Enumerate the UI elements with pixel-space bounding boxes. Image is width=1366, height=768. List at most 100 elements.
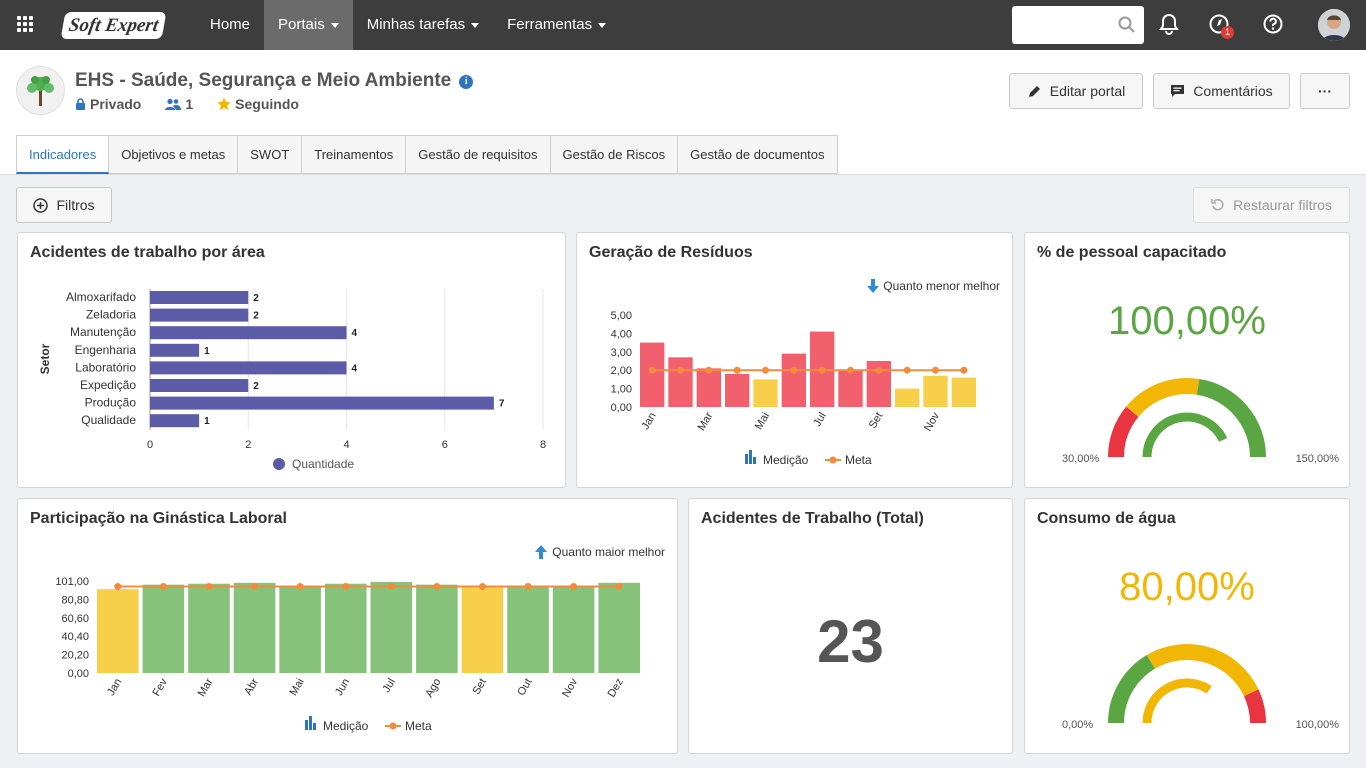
y-axis-label: Setor: [38, 343, 52, 374]
chevron-down-icon: [471, 22, 480, 28]
bar: [150, 361, 347, 375]
x-tick-label: Jan: [639, 411, 658, 432]
tab-indicadores[interactable]: Indicadores: [16, 135, 110, 174]
gauge-band: [1196, 378, 1266, 458]
gauge-band: [1108, 406, 1139, 458]
members-count[interactable]: 1: [165, 96, 193, 112]
nav-portais-label: Portais: [278, 16, 325, 33]
x-tick-label: Jul: [380, 677, 397, 695]
user-avatar[interactable]: [1318, 9, 1350, 41]
legend-label: Meta: [845, 453, 872, 467]
legend-medicao-icon: [749, 450, 752, 464]
y-tick-label: Engenharia: [75, 343, 137, 357]
meta-point: [159, 582, 167, 590]
bar: [370, 581, 413, 673]
x-tick-label: 4: [343, 439, 349, 451]
restore-filters-button[interactable]: Restaurar filtros: [1193, 187, 1350, 223]
info-icon[interactable]: i: [459, 75, 474, 89]
search-icon[interactable]: [1118, 16, 1136, 34]
more-options-button[interactable]: ···: [1300, 73, 1350, 109]
softexpert-logo[interactable]: Soft Expert: [60, 12, 167, 39]
x-tick-label: Mar: [696, 410, 716, 433]
tab-gestao-riscos[interactable]: Gestão de Riscos: [550, 135, 679, 174]
search-input[interactable]: [1012, 6, 1144, 44]
y-tick-label: 0,00: [611, 402, 632, 414]
trend-hint-label: Quanto maior melhor: [552, 545, 665, 559]
x-tick-label: 2: [245, 439, 251, 451]
meta-point: [903, 366, 911, 374]
card-acidentes-total: Acidentes de Trabalho (Total) 23: [688, 498, 1013, 754]
nav-portais[interactable]: Portais: [264, 0, 353, 50]
y-tick-label: 20,20: [61, 650, 89, 662]
y-tick-label: 2,00: [611, 365, 632, 377]
gauge-chart: 30,00% 150,00%: [1062, 378, 1340, 465]
star-icon: [217, 97, 231, 111]
legend-label: Quantidade: [292, 457, 354, 471]
trend-hint: Quanto maior melhor: [534, 545, 665, 559]
data-label: 2: [253, 381, 259, 392]
edit-portal-label: Editar portal: [1049, 83, 1126, 99]
compass-icon[interactable]: [1208, 13, 1230, 35]
tab-treinamentos[interactable]: Treinamentos: [302, 135, 407, 174]
gauge-band: [1126, 378, 1200, 418]
portal-tabs: Indicadores Objetivos e metas SWOT Trein…: [16, 135, 838, 174]
trend-hint-label: Quanto menor melhor: [883, 279, 1000, 293]
legend-medicao-icon: [753, 457, 756, 464]
privacy-label: Privado: [90, 96, 142, 112]
bar: [150, 308, 249, 322]
portal-header: EHS - Saúde, Segurança e Meio Ambiente i …: [0, 50, 1366, 175]
meta-point: [847, 366, 854, 374]
bar: [324, 583, 367, 673]
y-tick-label: 0,00: [68, 668, 89, 680]
x-tick-label: Mar: [196, 676, 216, 699]
y-tick-label: 40,40: [61, 631, 89, 643]
bar: [233, 582, 276, 673]
help-icon[interactable]: [1262, 13, 1284, 35]
kpi-value: 100,00%: [1108, 299, 1266, 343]
gauge-max-label: 150,00%: [1296, 453, 1340, 465]
legend-label: Meta: [405, 719, 432, 733]
filters-button[interactable]: Filtros: [16, 187, 112, 223]
x-tick-label: Dez: [606, 677, 626, 700]
page-title-text: EHS - Saúde, Segurança e Meio Ambiente: [75, 70, 452, 91]
meta-point: [387, 582, 395, 590]
apps-grid-icon[interactable]: [17, 16, 34, 33]
card-geracao-residuos: Geração de Resíduos Quanto menor melhor …: [576, 232, 1013, 488]
data-label: 1: [204, 346, 210, 357]
tab-gestao-documentos[interactable]: Gestão de documentos: [678, 135, 838, 174]
bar: [951, 377, 976, 407]
follow-label: Seguindo: [235, 96, 299, 112]
bar: [150, 379, 249, 392]
legend-medicao-icon: [313, 723, 316, 730]
follow-status[interactable]: Seguindo: [217, 96, 299, 112]
y-tick-label: 80,80: [61, 594, 89, 606]
comments-button[interactable]: Comentários: [1153, 73, 1290, 109]
tab-objetivos-metas[interactable]: Objetivos e metas: [109, 135, 239, 174]
data-label: 4: [352, 328, 358, 339]
gauge-value-arc: [1142, 412, 1228, 458]
tab-gestao-requisitos[interactable]: Gestão de requisitos: [406, 135, 551, 174]
bell-icon[interactable]: [1159, 13, 1179, 35]
meta-point: [733, 366, 741, 374]
bar: [923, 375, 948, 407]
nav-ferramentas[interactable]: Ferramentas: [493, 0, 620, 50]
bar: [753, 379, 778, 407]
nav-home[interactable]: Home: [210, 16, 251, 33]
legend-label: Medição: [763, 453, 809, 467]
portal-tree-logo: [16, 66, 65, 115]
kpi-value: 80,00%: [1119, 565, 1255, 609]
x-tick-label: Jan: [105, 677, 124, 698]
edit-portal-button[interactable]: Editar portal: [1009, 73, 1143, 109]
gauge-band: [1243, 689, 1266, 724]
meta-point: [818, 366, 826, 374]
x-tick-label: Out: [515, 677, 534, 698]
card-title: Acidentes de trabalho por área: [30, 244, 265, 261]
data-label: 7: [499, 399, 505, 410]
bar: [150, 343, 200, 357]
x-tick-label: 0: [147, 439, 153, 451]
bar: [150, 396, 494, 410]
nav-minhas-tarefas[interactable]: Minhas tarefas: [353, 0, 493, 50]
tab-swot[interactable]: SWOT: [238, 135, 303, 174]
meta-point: [296, 582, 304, 590]
y-tick-label: 1,00: [611, 384, 632, 396]
